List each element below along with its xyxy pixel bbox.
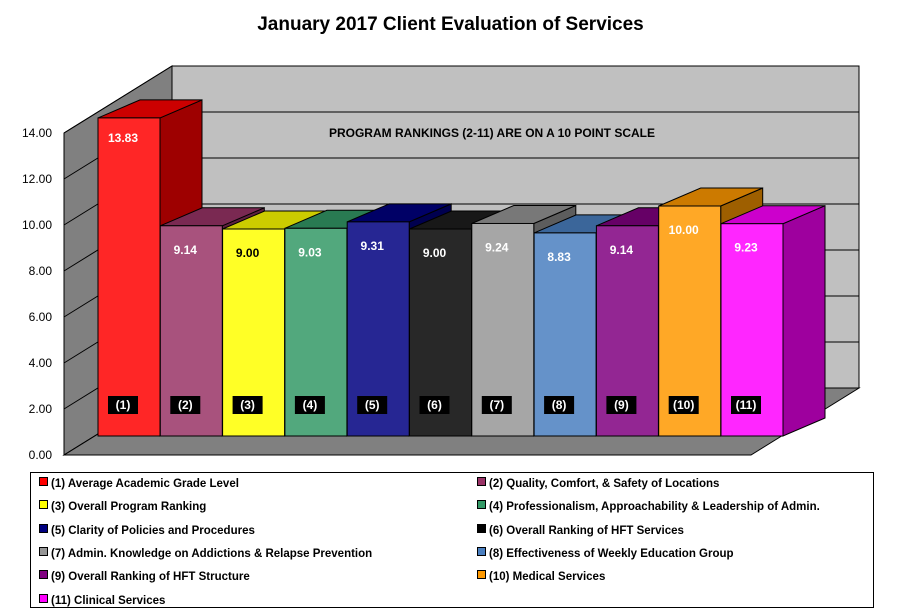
legend-label: (6) Overall Ranking of HFT Services bbox=[489, 524, 684, 537]
category-label-box bbox=[606, 396, 637, 414]
bar-chart: 0.00 2.00 4.00 6.00 8.00 10.00 12.00 14.00 PROG… bbox=[22, 65, 861, 462]
legend-swatch bbox=[39, 477, 48, 486]
legend-swatch bbox=[477, 546, 486, 556]
category-label: (1) bbox=[116, 398, 131, 412]
category-label-box bbox=[232, 396, 263, 414]
legend-swatch bbox=[39, 546, 48, 556]
category-label-box bbox=[357, 396, 388, 414]
y-tick-label: 6.00 bbox=[29, 310, 53, 324]
legend-swatch bbox=[477, 570, 486, 580]
legend-item: (7) Admin. Knowledge on Addictions & Rel… bbox=[39, 546, 373, 561]
category-label: (9) bbox=[614, 398, 629, 412]
y-tick-label: 4.00 bbox=[29, 356, 53, 370]
legend-item: (10) Medical Services bbox=[477, 570, 605, 584]
category-label: (5) bbox=[365, 398, 380, 412]
legend: (1) Average Academic Grade Level (2) Qual… bbox=[30, 472, 874, 608]
category-label: (2) bbox=[178, 398, 193, 412]
legend-label: (11) Clinical Services bbox=[51, 594, 166, 607]
category-label-box bbox=[481, 396, 512, 414]
bar-front bbox=[97, 117, 161, 437]
value-label: 9.24 bbox=[485, 240, 509, 254]
legend-swatch bbox=[477, 523, 486, 533]
legend-label: (5) Clarity of Policies and Procedures bbox=[51, 524, 255, 537]
legend-item: (8) Effectiveness of Weekly Education Gr… bbox=[477, 546, 734, 561]
category-label: (4) bbox=[303, 398, 318, 412]
legend-item: (2) Quality, Comfort, & Safety of Locati… bbox=[477, 477, 719, 491]
chart-title: January 2017 Client Evaluation of Servic… bbox=[257, 14, 644, 35]
legend-swatch bbox=[39, 570, 48, 580]
y-tick-label: 0.00 bbox=[29, 448, 53, 462]
gridline bbox=[63, 65, 859, 134]
legend-label: (4) Professionalism, Approachability & L… bbox=[489, 501, 820, 514]
y-tick-label: 8.00 bbox=[29, 264, 53, 278]
legend-swatch bbox=[477, 500, 486, 510]
category-label-box bbox=[668, 396, 699, 414]
legend-item: (6) Overall Ranking of HFT Services bbox=[477, 523, 684, 538]
y-tick-label: 14.00 bbox=[22, 126, 52, 140]
legend-label: (9) Overall Ranking of HFT Structure bbox=[51, 571, 250, 584]
legend-label: (7) Admin. Knowledge on Addictions & Rel… bbox=[51, 547, 373, 560]
legend-item: (9) Overall Ranking of HFT Structure bbox=[39, 570, 250, 584]
category-label: (11) bbox=[736, 398, 757, 412]
category-label: (8) bbox=[552, 398, 567, 412]
value-label: 9.00 bbox=[423, 246, 447, 260]
legend-item: (4) Professionalism, Approachability & L… bbox=[477, 500, 820, 514]
legend-swatch bbox=[477, 477, 486, 486]
y-tick-label: 12.00 bbox=[22, 172, 52, 186]
value-label: 8.83 bbox=[547, 250, 571, 264]
value-label: 9.31 bbox=[361, 239, 385, 253]
legend-label: (1) Average Academic Grade Level bbox=[51, 478, 239, 490]
scale-annotation: PROGRAM RANKINGS (2-11) ARE ON A 10 POIN… bbox=[329, 126, 655, 140]
value-label: 13.83 bbox=[108, 131, 138, 145]
y-axis-ticks: 0.00 2.00 4.00 6.00 8.00 10.00 12.00 14.00 bbox=[22, 126, 52, 462]
legend-item: (1) Average Academic Grade Level bbox=[39, 477, 239, 491]
legend-item: (11) Clinical Services bbox=[39, 593, 166, 608]
legend-swatch bbox=[39, 523, 48, 533]
category-label: (3) bbox=[240, 398, 255, 412]
value-label: 9.23 bbox=[734, 241, 758, 255]
value-label: 9.14 bbox=[610, 243, 634, 257]
category-label-box bbox=[294, 396, 325, 414]
category-label-box bbox=[731, 396, 761, 414]
category-label-box bbox=[170, 396, 201, 414]
legend-label: (10) Medical Services bbox=[489, 571, 606, 584]
legend-item: (3) Overall Program Ranking bbox=[39, 500, 206, 514]
y-tick-label: 10.00 bbox=[22, 218, 52, 232]
category-label-box bbox=[108, 396, 138, 414]
value-label: 9.14 bbox=[174, 243, 198, 257]
legend-label: (8) Effectiveness of Weekly Education Gr… bbox=[489, 547, 734, 560]
category-label: (7) bbox=[489, 398, 504, 412]
value-label: 10.00 bbox=[669, 223, 699, 237]
legend-label: (3) Overall Program Ranking bbox=[51, 501, 207, 514]
bar-side bbox=[782, 204, 826, 437]
value-label: 9.03 bbox=[298, 245, 322, 259]
category-label: (6) bbox=[427, 398, 442, 412]
legend-label: (2) Quality, Comfort, & Safety of Locati… bbox=[489, 478, 720, 490]
category-label: (10) bbox=[673, 398, 694, 412]
value-label: 9.00 bbox=[236, 246, 260, 260]
y-tick-label: 2.00 bbox=[29, 402, 53, 416]
category-label-box bbox=[544, 396, 575, 414]
bar-labels: 13.83 (1) 9.14 (2) 9.00 (3) 9.03 (4) 9.31 (5) 9.00… bbox=[108, 131, 761, 414]
legend-item: (5) Clarity of Policies and Procedures bbox=[39, 523, 255, 538]
legend-swatch bbox=[39, 593, 48, 603]
legend-swatch bbox=[39, 500, 48, 510]
category-label-box bbox=[419, 396, 450, 414]
